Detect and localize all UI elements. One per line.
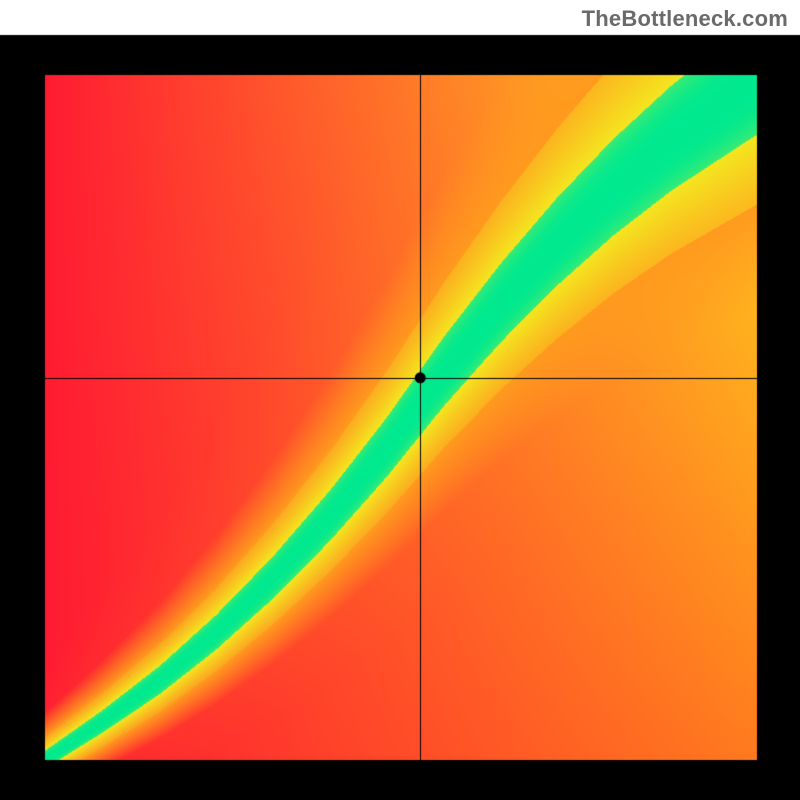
bottleneck-heatmap-canvas [0,0,800,800]
root-container: TheBottleneck.com [0,0,800,800]
attribution-label: TheBottleneck.com [582,6,788,32]
